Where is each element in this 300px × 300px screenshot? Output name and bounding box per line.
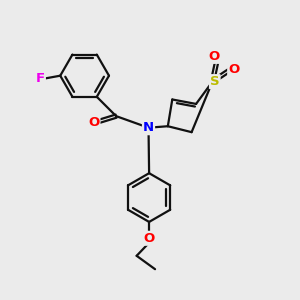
Text: S: S	[210, 75, 220, 88]
Text: O: O	[209, 50, 220, 63]
Text: O: O	[228, 63, 239, 76]
Text: O: O	[143, 232, 155, 245]
Text: N: N	[143, 121, 154, 134]
Text: F: F	[36, 72, 45, 85]
Text: O: O	[88, 116, 99, 129]
